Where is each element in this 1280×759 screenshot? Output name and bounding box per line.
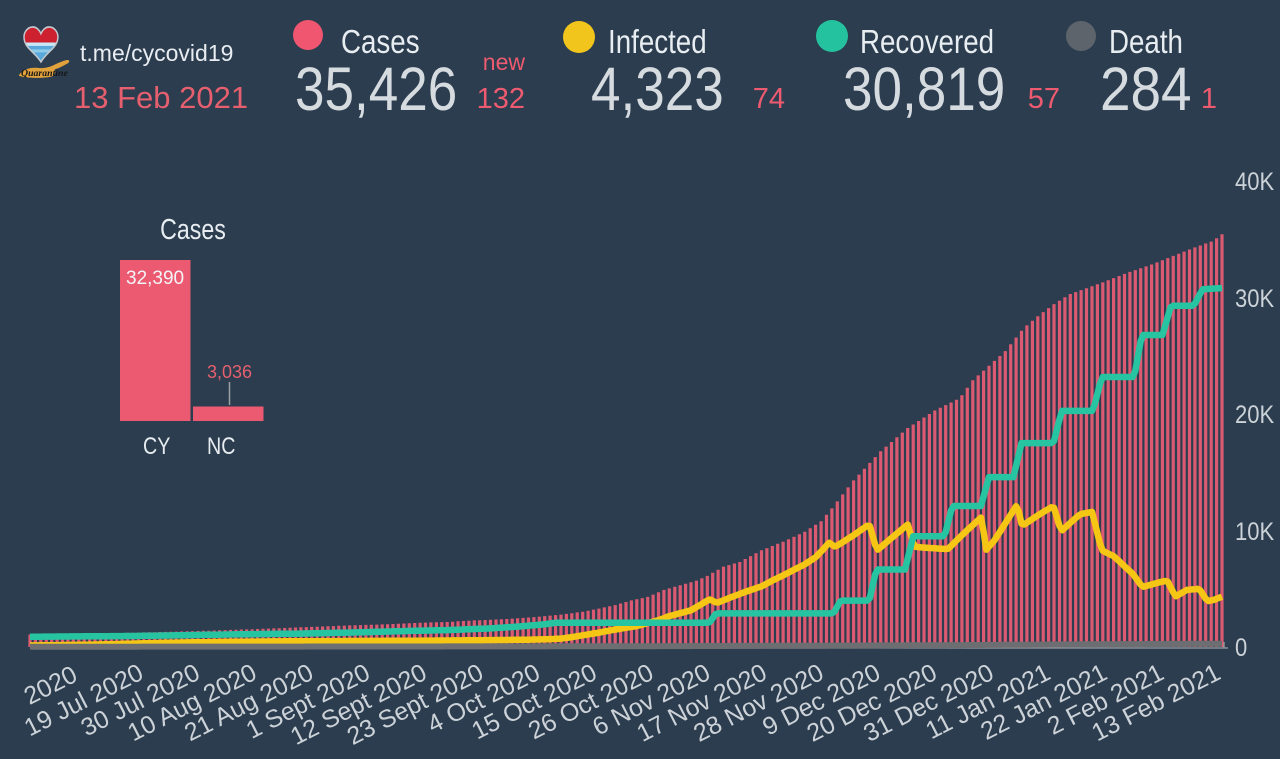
svg-text:13 Feb 2021: 13 Feb 2021 [74,80,248,115]
svg-text:74: 74 [753,83,785,115]
svg-text:35,426: 35,426 [295,56,457,124]
svg-text:0: 0 [1235,634,1247,662]
svg-text:57: 57 [1028,83,1060,115]
svg-text:t.me/cycovid19: t.me/cycovid19 [80,40,233,66]
svg-text:Cases: Cases [341,24,420,61]
svg-text:CY: CY [143,432,171,459]
svg-text:30,819: 30,819 [843,56,1005,124]
svg-text:Death: Death [1109,24,1183,61]
svg-text:132: 132 [477,83,525,115]
svg-text:20K: 20K [1235,401,1274,429]
svg-text:4,323: 4,323 [591,56,724,124]
svg-text:new: new [483,49,526,75]
svg-text:40K: 40K [1235,168,1274,196]
svg-text:1: 1 [1201,83,1217,115]
svg-text:3,036: 3,036 [207,362,252,382]
svg-text:30K: 30K [1235,285,1274,313]
svg-text:Quarantine: Quarantine [21,68,68,79]
svg-text:Infected: Infected [608,24,707,61]
svg-text:284: 284 [1100,55,1192,123]
svg-text:10K: 10K [1235,518,1274,546]
svg-text:Cases: Cases [160,212,226,245]
svg-text:Recovered: Recovered [860,24,994,61]
svg-text:NC: NC [207,432,235,459]
svg-text:32,390: 32,390 [126,268,184,289]
